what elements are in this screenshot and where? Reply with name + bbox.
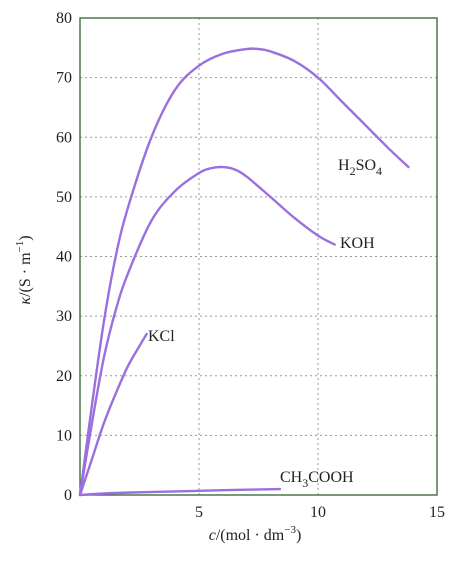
- x-tick-label: 5: [195, 504, 203, 521]
- series-line-kcl: [78, 332, 148, 497]
- plot-frame: [79, 17, 438, 496]
- x-tick-label: 10: [310, 504, 326, 521]
- series-line-h2so4: [78, 47, 410, 497]
- series-curves: [78, 47, 410, 497]
- series-label-h2so4: H2SO4: [338, 157, 382, 178]
- y-tick-label: 20: [56, 368, 72, 385]
- x-tick-label: 15: [429, 504, 445, 521]
- series-line-koh: [78, 165, 336, 497]
- y-tick-label: 40: [56, 249, 72, 266]
- y-tick-label: 80: [56, 10, 72, 27]
- series-line-ch3cooh: [78, 487, 282, 497]
- grid-lines: [80, 18, 437, 495]
- series-label-kcl: KCl: [148, 328, 175, 345]
- y-tick-label: 50: [56, 189, 72, 206]
- y-tick-label: 60: [56, 129, 72, 146]
- series-label-ch3cooh: CH3COOH: [280, 469, 354, 490]
- x-axis-label: c/(mol · dm−3): [209, 524, 302, 544]
- series-label-koh: KOH: [340, 235, 375, 252]
- y-tick-label: 30: [56, 308, 72, 325]
- tick-labels: 0 10 20 30 40 50 60 70 80 5 10 15: [56, 10, 445, 521]
- y-tick-label: 70: [56, 70, 72, 87]
- series-labels: H2SO4 KOH KCl CH3COOH: [148, 157, 382, 490]
- y-tick-label: 10: [56, 427, 72, 444]
- y-axis-label: κ/(S · m−1): [14, 235, 34, 304]
- y-tick-label: 0: [64, 487, 72, 504]
